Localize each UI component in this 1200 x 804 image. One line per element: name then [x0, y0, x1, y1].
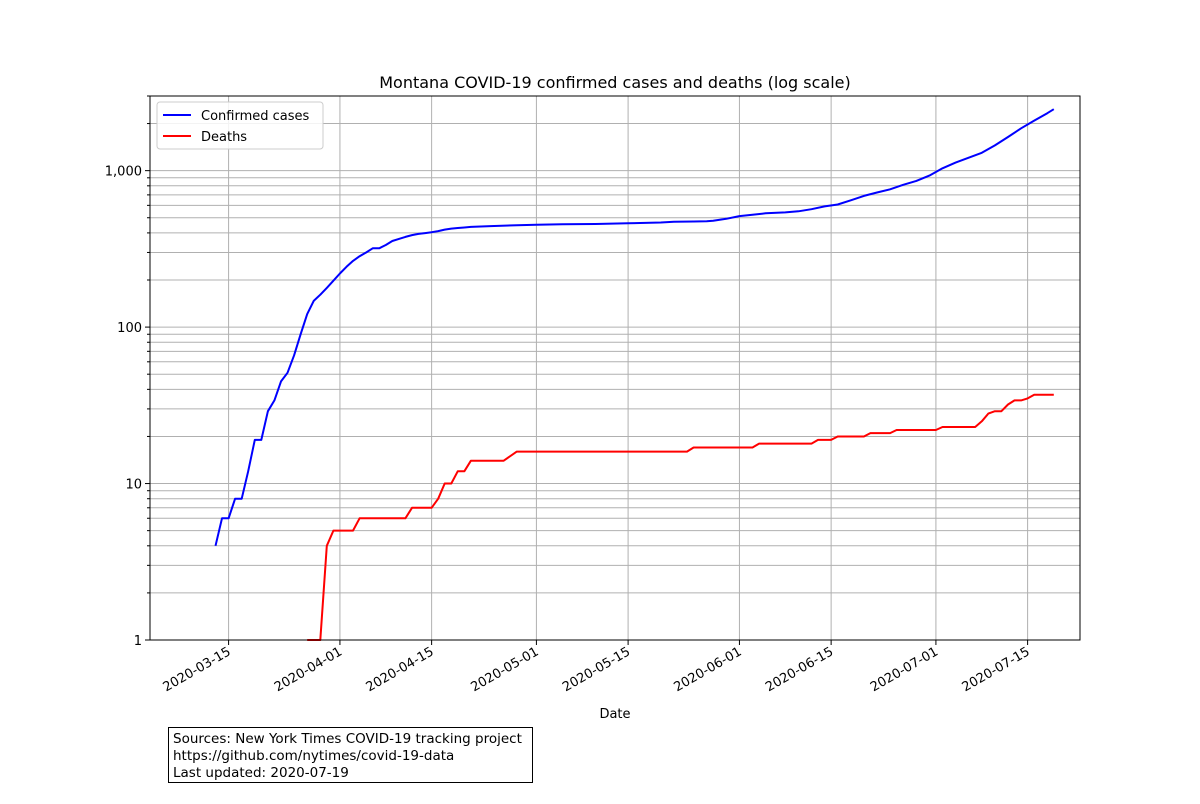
x-tick-label: 2020-06-01	[671, 644, 744, 695]
series-line-confirmed-cases	[214, 108, 1055, 547]
x-tick-label: 2020-04-01	[272, 644, 345, 695]
x-tick-label: 2020-07-15	[960, 644, 1033, 695]
legend-box	[156, 101, 324, 150]
source-note: Sources: New York Times COVID-19 trackin…	[168, 727, 533, 783]
source-line-3: Last updated: 2020-07-19	[173, 765, 349, 781]
y-tick-label: 10	[125, 478, 142, 493]
x-tick-label: 2020-05-01	[468, 644, 541, 695]
series-line-deaths	[307, 393, 1054, 641]
plot-frame	[149, 95, 1081, 641]
legend-label-deaths: Deaths	[201, 130, 247, 145]
x-tick-label: 2020-07-01	[868, 644, 941, 695]
y-tick-label: 1,000	[105, 165, 142, 180]
legend-label-confirmed-cases: Confirmed cases	[201, 109, 310, 124]
x-tick-label: 2020-05-15	[560, 644, 633, 695]
chart-title: Montana COVID-19 confirmed cases and dea…	[379, 73, 851, 92]
x-tick-label: 2020-03-15	[161, 644, 234, 695]
source-line-1: Sources: New York Times COVID-19 trackin…	[173, 731, 522, 747]
y-tick-label: 100	[117, 321, 142, 336]
y-tick-label: 1	[134, 634, 142, 649]
source-line-2: https://github.com/nytimes/covid-19-data	[173, 748, 455, 764]
x-tick-label: 2020-06-15	[763, 644, 836, 695]
x-tick-label: 2020-04-15	[364, 644, 437, 695]
x-axis-label: Date	[599, 707, 630, 722]
